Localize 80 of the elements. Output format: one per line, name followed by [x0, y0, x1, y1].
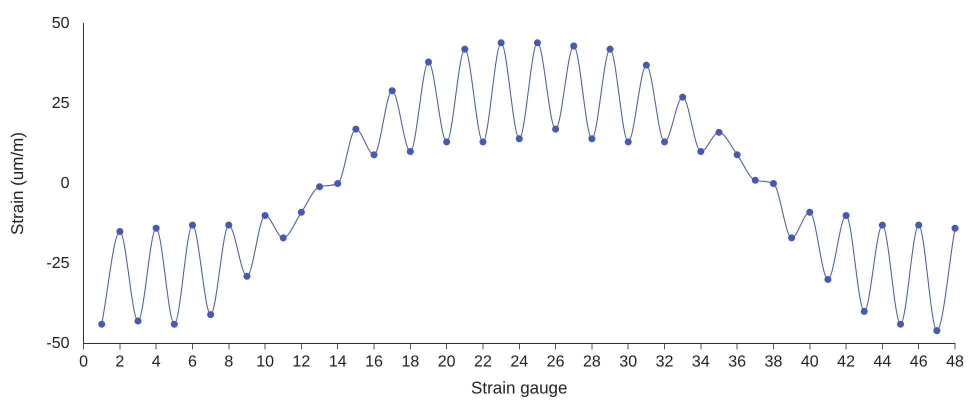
point [280, 234, 287, 242]
point [952, 224, 958, 232]
point [552, 126, 560, 133]
point [152, 224, 160, 232]
y-tick-label: 25 [52, 94, 70, 112]
point [624, 138, 632, 146]
point [334, 180, 342, 187]
point [661, 138, 668, 146]
point [352, 126, 360, 133]
point [243, 272, 250, 280]
point [443, 138, 450, 146]
point [298, 208, 305, 216]
point [207, 311, 214, 318]
y-tick-label: 0 [60, 174, 70, 192]
point [516, 135, 523, 142]
y-tick-label: -50 [46, 334, 70, 352]
x-tick-label: 16 [365, 353, 384, 370]
point [915, 222, 922, 229]
point [225, 222, 232, 229]
point [570, 42, 578, 50]
x-tick-label: 40 [800, 353, 819, 370]
y-tick-label: -25 [46, 254, 70, 272]
x-tick-label: 6 [188, 353, 198, 370]
point [188, 222, 196, 229]
point [406, 148, 414, 156]
x-tick-label: 24 [510, 353, 528, 370]
x-tick-label: 14 [328, 353, 347, 370]
x-tick-label: 22 [474, 353, 492, 370]
x-tick-label: 44 [873, 353, 892, 370]
point [806, 208, 814, 216]
x-tick-label: 26 [546, 353, 565, 370]
point [116, 228, 124, 235]
x-tick-label: 48 [946, 353, 964, 370]
point [860, 308, 868, 315]
point [134, 318, 142, 325]
x-tick-label: 4 [152, 353, 161, 370]
x-tick-label: 18 [401, 353, 420, 370]
x-tick-label: 8 [224, 353, 234, 370]
x-tick-label: 38 [764, 353, 782, 370]
x-tick-label: 36 [728, 353, 746, 370]
x-tick-label: 34 [692, 353, 710, 370]
x-tick-label: 28 [582, 353, 601, 370]
point [370, 151, 378, 158]
point [770, 180, 777, 187]
x-tick-label: 32 [656, 353, 674, 370]
x-tick-label: 2 [115, 353, 124, 370]
x-tick-label: 10 [256, 353, 274, 370]
y-axis-title: Strain (um/m) [8, 132, 27, 235]
point [788, 234, 796, 242]
point [479, 138, 486, 146]
point [933, 327, 940, 334]
x-tick-label: 20 [438, 353, 456, 370]
point [498, 39, 505, 46]
point [262, 212, 269, 219]
x-axis-title: Strain gauge [471, 378, 568, 398]
x-tick-label: 12 [292, 353, 310, 370]
point [98, 320, 106, 328]
point [588, 135, 596, 142]
x-tick-label: 42 [837, 353, 856, 370]
point [170, 320, 178, 328]
point [715, 128, 722, 136]
point [878, 222, 886, 229]
point [734, 151, 741, 158]
point [824, 276, 832, 283]
x-tick-label: 30 [619, 353, 638, 370]
point [424, 58, 432, 66]
point [697, 148, 704, 156]
x-tick-label: 46 [910, 353, 928, 370]
point [897, 320, 904, 328]
point [679, 94, 686, 101]
point [316, 183, 324, 190]
point [842, 212, 850, 219]
point [606, 46, 614, 53]
y-tick-label: 50 [52, 15, 70, 32]
x-tick-label: 0 [79, 353, 88, 370]
point [388, 87, 396, 94]
point [642, 62, 650, 69]
point [534, 39, 541, 46]
point [461, 46, 468, 53]
point [752, 176, 759, 184]
